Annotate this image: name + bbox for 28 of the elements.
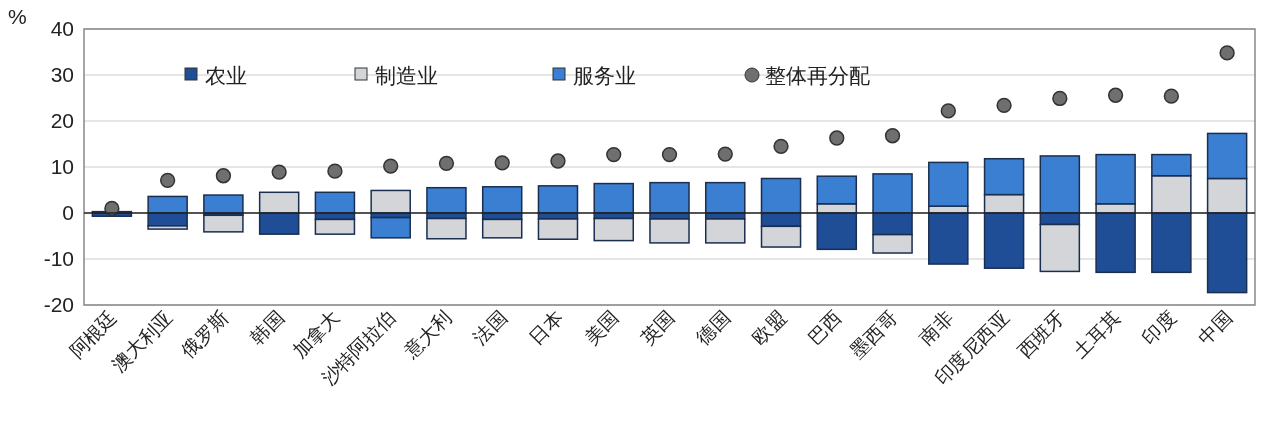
y-tick-label: -10 <box>43 247 74 271</box>
x-tick-label: 墨西哥 <box>845 306 902 363</box>
legend-label: 服务业 <box>573 64 636 88</box>
x-tick-label: 意大利 <box>398 306 456 363</box>
x-tick-label: 德国 <box>691 306 735 349</box>
y-tick-label: -20 <box>43 293 74 317</box>
x-tick-label: 法国 <box>468 306 512 349</box>
x-tick-label: 日本 <box>524 306 567 349</box>
x-tick-label: 巴西 <box>803 306 846 349</box>
y-tick-label: 30 <box>50 63 74 87</box>
x-tick-label: 西班牙 <box>1012 306 1069 363</box>
legend-label: 整体再分配 <box>765 64 870 88</box>
x-tick-label: 土耳其 <box>1068 306 1125 363</box>
y-tick-label: 40 <box>50 17 74 41</box>
y-tick-label: 20 <box>50 109 74 133</box>
x-tick-label: 韩国 <box>245 306 288 349</box>
x-tick-label: 美国 <box>580 306 623 349</box>
x-tick-label: 英国 <box>635 306 679 349</box>
legend-label: 制造业 <box>375 64 438 88</box>
y-tick-label: 0 <box>62 201 74 225</box>
x-tick-label: 中国 <box>1193 306 1236 349</box>
y-tick-label: 10 <box>50 155 74 179</box>
x-tick-label: 南非 <box>914 306 958 349</box>
x-tick-label: 俄罗斯 <box>176 306 233 363</box>
y-axis-title: % <box>8 5 27 28</box>
legend-label: 农业 <box>205 64 247 88</box>
x-tick-label: 印度 <box>1137 306 1181 349</box>
x-tick-label: 欧盟 <box>747 306 790 349</box>
